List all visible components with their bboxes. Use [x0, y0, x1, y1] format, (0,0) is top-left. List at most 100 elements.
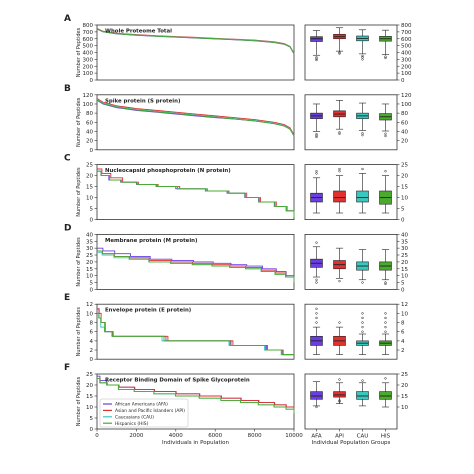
outlier-API [338, 399, 341, 402]
outlier-AFA [315, 135, 318, 139]
outlier-CAU [361, 325, 364, 329]
box-y-tick-label: 25 [401, 163, 408, 169]
y-tick-label: 4 [90, 339, 94, 345]
outlier-API [338, 132, 341, 135]
y-tick-label: 25 [86, 163, 93, 169]
box-y-tick-label: 5 [401, 281, 405, 287]
y-tick-label: 60 [86, 120, 93, 126]
y-tick-label: 15 [86, 185, 93, 191]
box-category-label: API [335, 434, 344, 440]
outlier-AFA [315, 241, 318, 244]
outlier-AFA [315, 172, 318, 175]
box-y-tick-label: 15 [401, 394, 408, 400]
y-tick-label: 800 [83, 23, 94, 29]
panel-title: Spike protein (S protein) [105, 98, 180, 104]
outlier-AFA [315, 278, 318, 281]
outlier-API [338, 321, 341, 324]
box-y-tick-label: 40 [401, 129, 408, 135]
outlier-HIS [384, 325, 387, 329]
box-y-tick-label: 100 [401, 102, 412, 108]
outlier-HIS [384, 56, 387, 60]
outlier-CAU [361, 316, 364, 320]
box-plot-frame [304, 373, 398, 430]
series-line-HIS [97, 312, 294, 356]
series-line-API [96, 98, 295, 135]
y-tick-label: 20 [86, 383, 93, 389]
panel-B: B 0 20 40 60 80 100 120 Spike protein (S protein… [64, 84, 412, 154]
outlier-AFA [315, 133, 318, 136]
series-line-HIS [97, 250, 295, 283]
outlier-AFA [315, 307, 318, 310]
outlier-API [338, 400, 341, 403]
y-tick-label: 600 [83, 37, 94, 43]
panel-letter: A [64, 14, 71, 24]
y-tick-label: 20 [86, 260, 93, 266]
box-y-tick-label: 500 [401, 44, 412, 50]
outlier-HIS [384, 282, 387, 286]
box-y-tick-label: 4 [401, 339, 405, 345]
outlier-CAU [361, 56, 364, 59]
box-plot-frame [304, 94, 398, 151]
series-line-API [97, 168, 295, 218]
box-plot-frame [304, 24, 398, 81]
legend-label-CAU: Caucasians (CAU) [115, 415, 154, 421]
y-tick-label: 100 [83, 71, 94, 77]
box-y-tick-label: 25 [401, 372, 408, 378]
y-tick-label: 0 [90, 357, 94, 363]
y-tick-label: 20 [86, 139, 93, 145]
outlier-HIS [384, 330, 387, 333]
y-tick-label: 700 [83, 30, 94, 36]
outlier-AFA [315, 321, 318, 324]
outlier-CAU [361, 312, 364, 315]
y-tick-label: 8 [90, 321, 94, 327]
box-y-tick-label: 300 [401, 57, 412, 63]
outlier-API [338, 167, 341, 171]
outlier-CAU [361, 321, 364, 324]
box-AFA [310, 391, 323, 400]
y-tick-label: 5 [90, 207, 94, 213]
x-tick-label: 6000 [208, 433, 222, 439]
outlier-AFA [315, 57, 318, 60]
y-axis-label: Number of Peptides [76, 307, 82, 357]
outlier-AFA [315, 56, 318, 59]
series-line-AFA [97, 170, 295, 218]
y-tick-label: 100 [83, 102, 94, 108]
y-tick-label: 80 [86, 111, 93, 117]
outlier-HIS [384, 55, 387, 58]
outlier-HIS [384, 281, 387, 284]
y-tick-label: 40 [86, 232, 93, 238]
outlier-CAU [361, 379, 364, 382]
y-tick-label: 0 [90, 287, 94, 293]
y-axis-label: Number of Peptides [76, 167, 82, 217]
outlier-API [338, 280, 341, 283]
box-y-tick-label: 30 [401, 246, 408, 252]
series-line-AFA [97, 247, 295, 282]
y-tick-label: 25 [86, 372, 93, 378]
box-y-tick-label: 10 [401, 311, 408, 317]
panel-title: Nucleocapsid phosphoprotein (N protein) [105, 168, 231, 174]
panel-letter: B [64, 84, 71, 94]
box-y-tick-label: 10 [401, 405, 408, 411]
y-axis-label: Number of Peptides [76, 27, 82, 77]
y-tick-label: 40 [86, 129, 93, 135]
outlier-AFA [315, 281, 318, 284]
panel-letter: D [64, 223, 71, 233]
outlier-API [338, 51, 341, 54]
box-plot-frame [304, 164, 398, 221]
series-line-HIS [96, 99, 295, 137]
box-y-tick-label: 20 [401, 139, 408, 145]
y-tick-label: 0 [90, 78, 94, 84]
series-line-API [97, 250, 295, 283]
box-y-tick-label: 25 [401, 253, 408, 259]
panel-F: F 0 5 10 15 20 25 0 2000 4000 6000 8000 10000 Recepto… [64, 363, 408, 446]
box-y-tick-label: 200 [401, 64, 412, 70]
outlier-HIS [384, 377, 387, 380]
x-axis-label: Individuals in Population [162, 440, 230, 446]
box-y-tick-label: 120 [401, 93, 412, 99]
box-y-tick-label: 2 [401, 348, 405, 354]
x-tick-label: 0 [95, 433, 99, 439]
series-line-HIS [97, 377, 295, 414]
box-y-tick-label: 20 [401, 174, 408, 180]
box-y-tick-label: 0 [401, 287, 405, 293]
box-category-label: CAU [357, 434, 369, 440]
